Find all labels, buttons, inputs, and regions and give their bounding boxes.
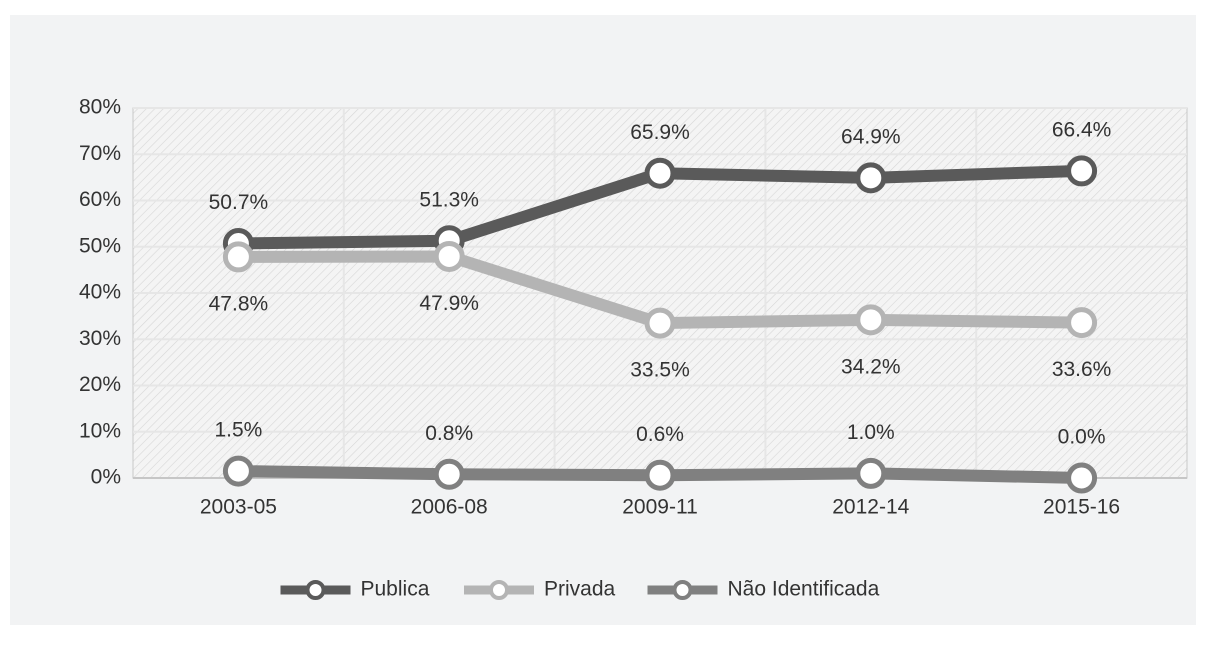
data-label: 51.3% (419, 188, 479, 211)
x-tick-label: 2003-05 (200, 496, 277, 519)
marker (222, 455, 254, 487)
marker (433, 458, 465, 490)
marker (433, 240, 465, 272)
marker (855, 304, 887, 336)
marker (222, 241, 254, 273)
data-label: 1.5% (214, 419, 262, 442)
marker (855, 162, 887, 194)
data-label: 33.6% (1052, 358, 1112, 381)
y-tick-label: 30% (79, 327, 121, 350)
y-tick-label: 40% (79, 281, 121, 304)
y-tick-label: 10% (79, 419, 121, 442)
data-label: 1.0% (847, 421, 895, 444)
y-tick-label: 20% (79, 373, 121, 396)
data-label: 47.8% (209, 292, 269, 315)
legend-label: Não Identificada (728, 578, 880, 601)
legend-label: Privada (544, 578, 616, 601)
data-label: 50.7% (209, 191, 269, 214)
data-label: 0.6% (636, 423, 684, 446)
data-label: 33.5% (630, 359, 690, 382)
data-label: 64.9% (841, 125, 901, 148)
x-tick-label: 2006-08 (411, 496, 488, 519)
marker (644, 459, 676, 491)
data-label: 47.9% (419, 292, 479, 315)
marker (1066, 307, 1098, 339)
marker (855, 457, 887, 489)
y-tick-label: 60% (79, 188, 121, 211)
marker (1066, 462, 1098, 494)
legend-marker (672, 580, 693, 600)
legend-marker (305, 580, 326, 600)
data-label: 34.2% (841, 355, 901, 378)
data-label: 66.4% (1052, 118, 1112, 141)
data-label: 0.8% (425, 422, 473, 445)
y-tick-label: 50% (79, 234, 121, 257)
marker (1066, 155, 1098, 187)
data-label: 65.9% (630, 121, 690, 144)
x-tick-label: 2009-11 (622, 496, 698, 519)
marker (644, 307, 676, 339)
x-tick-label: 2012-14 (832, 496, 909, 519)
x-tick-label: 2015-16 (1043, 496, 1120, 519)
legend-marker (489, 580, 509, 600)
y-tick-label: 0% (91, 466, 121, 489)
y-tick-label: 80% (79, 96, 121, 119)
marker (644, 157, 676, 189)
legend-label: Publica (361, 578, 430, 601)
y-tick-label: 70% (79, 142, 121, 165)
data-label: 0.0% (1058, 426, 1106, 449)
